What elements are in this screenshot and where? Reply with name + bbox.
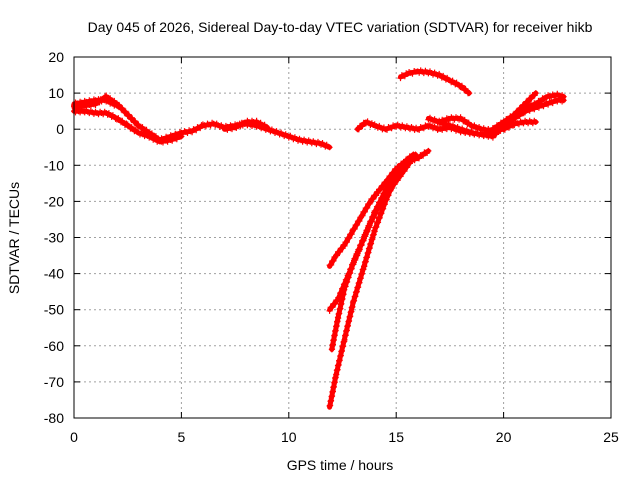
y-tick-label: 10 <box>48 85 64 101</box>
y-tick-label: -30 <box>44 230 64 246</box>
series-markers <box>397 67 473 97</box>
y-tick-label: 20 <box>48 49 64 65</box>
series-arc-7 <box>489 90 567 132</box>
series-arc-8 <box>436 114 539 135</box>
x-tick-label: 25 <box>603 429 619 445</box>
x-tick-label: 5 <box>178 429 186 445</box>
x-tick-label: 0 <box>70 429 78 445</box>
y-tick-label: -60 <box>44 338 64 354</box>
y-axis-title: SDTVAR / TECUs <box>6 182 22 294</box>
y-tick-label: 0 <box>56 121 64 137</box>
x-tick-label: 10 <box>281 429 297 445</box>
series-markers <box>221 117 271 133</box>
y-tick-label: -70 <box>44 374 64 390</box>
series-markers <box>326 151 419 314</box>
grid-lines <box>74 57 611 418</box>
series-arc-12 <box>326 151 419 314</box>
axis-ticks: 0 5 10 15 20 25 20 10 0 -10 -20 -30 -40 -50 -60 -70 -80 <box>44 49 619 445</box>
y-tick-label: -80 <box>44 410 64 426</box>
series-arc-13 <box>326 158 408 269</box>
chart-title: Day 045 of 2026, Sidereal Day-to-day VTE… <box>88 19 593 35</box>
y-tick-label: -10 <box>44 157 64 173</box>
series-markers <box>436 114 539 135</box>
y-tick-label: -40 <box>44 266 64 282</box>
y-tick-label: -20 <box>44 193 64 209</box>
x-tick-label: 20 <box>496 429 512 445</box>
series-arc-4 <box>221 117 271 133</box>
series-markers <box>326 158 408 269</box>
x-axis-title: GPS time / hours <box>287 457 394 473</box>
series-arc-9 <box>397 67 473 97</box>
y-tick-label: -50 <box>44 302 64 318</box>
x-tick-label: 15 <box>388 429 404 445</box>
